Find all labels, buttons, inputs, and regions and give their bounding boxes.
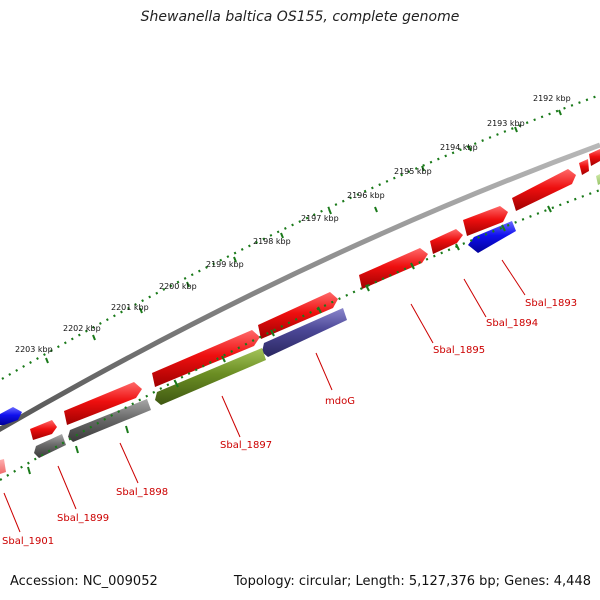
tick-label-2202: 2202 kbp <box>63 324 101 333</box>
gene-forward-arrow <box>589 149 600 166</box>
tick-label-2200: 2200 kbp <box>159 282 197 291</box>
label-leader-lines <box>3 259 526 533</box>
genome-summary-text: Topology: circular; Length: 5,127,376 bp… <box>233 574 591 589</box>
genome-backbone <box>0 142 600 433</box>
tick-label-2192: 2192 kbp <box>533 94 571 103</box>
gene-label-sbal-1894: Sbal_1894 <box>486 318 538 329</box>
gene-label-mdog: mdoG <box>325 396 355 407</box>
gene-pink <box>0 459 6 474</box>
gene-forward-arrow <box>512 169 576 211</box>
gene-forward-arrow <box>30 420 57 440</box>
gene-forward-arrow <box>152 330 260 387</box>
tick-label-2197: 2197 kbp <box>301 214 339 223</box>
gene-label-sbal-1897: Sbal_1897 <box>220 440 272 451</box>
ruler-inner-track <box>0 188 600 481</box>
tick-label-2203: 2203 kbp <box>15 345 53 354</box>
gene-slate <box>262 308 347 357</box>
tick-label-2201: 2201 kbp <box>111 303 149 312</box>
tick-label-2195: 2195 kbp <box>394 167 432 176</box>
tick-label-2196: 2196 kbp <box>347 191 385 200</box>
ruler-inner-ticks <box>27 205 552 475</box>
tick-label-2193: 2193 kbp <box>487 119 525 128</box>
gene-light-green <box>596 174 600 185</box>
reverse-strand-genes <box>0 174 600 474</box>
gene-forward-arrow <box>359 248 428 289</box>
gene-forward-arrow <box>258 292 338 339</box>
gene-forward-arrow <box>463 206 508 236</box>
tick-label-2194: 2194 kbp <box>440 143 478 152</box>
gene-olive <box>155 348 266 405</box>
ruler-tick-labels: 2192 kbp 2193 kbp 2194 kbp 2195 kbp 2196… <box>15 94 571 354</box>
accession-text: Accession: NC_009052 <box>10 574 158 589</box>
gene-forward-arrow <box>579 159 589 175</box>
gene-forward-arrow <box>430 229 463 254</box>
gene-forward-arrow <box>64 382 142 425</box>
gene-label-sbal-1895: Sbal_1895 <box>433 345 485 356</box>
tick-label-2198: 2198 kbp <box>253 237 291 246</box>
gene-label-sbal-1899: Sbal_1899 <box>57 513 109 524</box>
forward-strand-genes <box>30 149 600 440</box>
tick-label-2199: 2199 kbp <box>206 260 244 269</box>
page-title: Shewanella baltica OS155, complete genom… <box>140 9 460 25</box>
gene-label-sbal-1898: Sbal_1898 <box>116 487 168 498</box>
gene-labels: Sbal_1893 Sbal_1894 Sbal_1895 mdoG Sbal_… <box>2 298 577 547</box>
gene-label-sbal-1893: Sbal_1893 <box>525 298 577 309</box>
gene-reverse-arrow <box>0 407 22 425</box>
ruler-tick-marks <box>45 109 562 364</box>
gene-gray <box>68 399 151 442</box>
gene-gray <box>34 434 66 458</box>
gene-label-sbal-1901: Sbal_1901 <box>2 536 54 547</box>
